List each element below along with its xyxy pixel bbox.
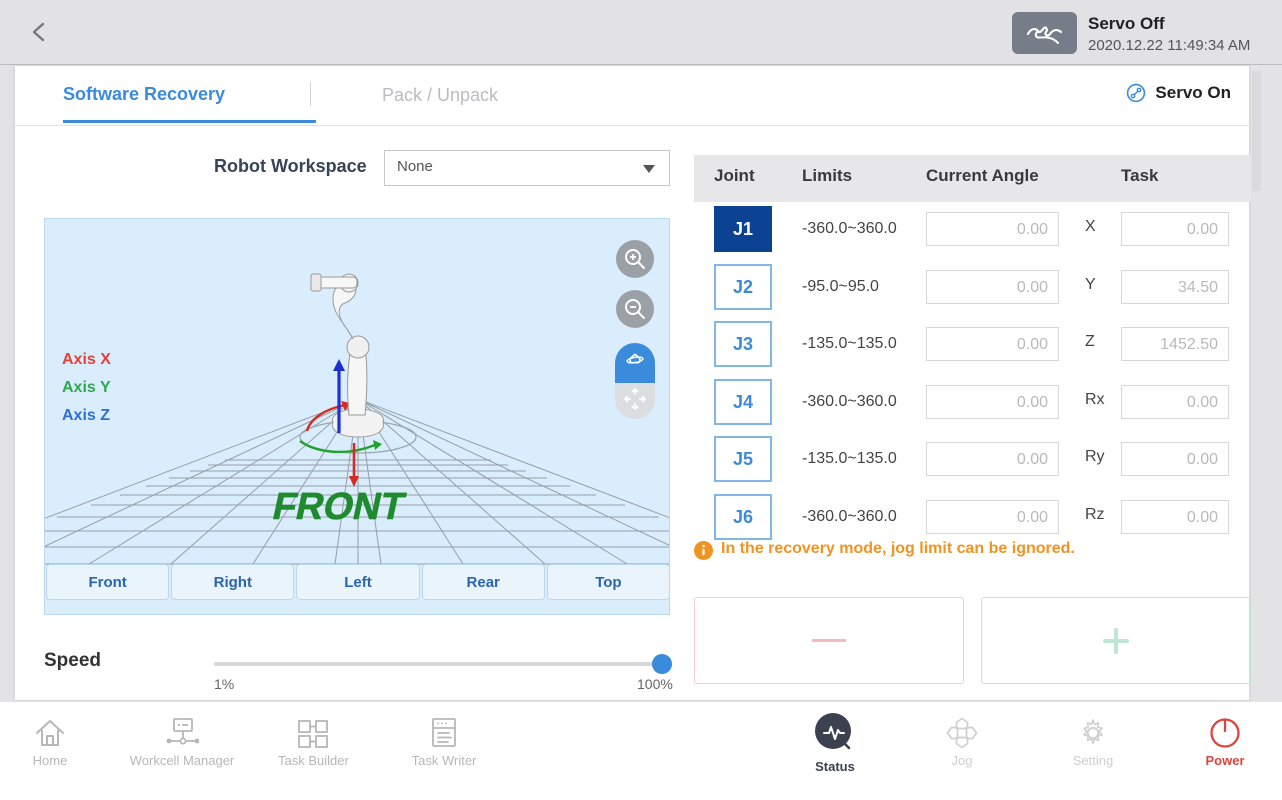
svg-text:FRONT: FRONT xyxy=(269,485,409,528)
